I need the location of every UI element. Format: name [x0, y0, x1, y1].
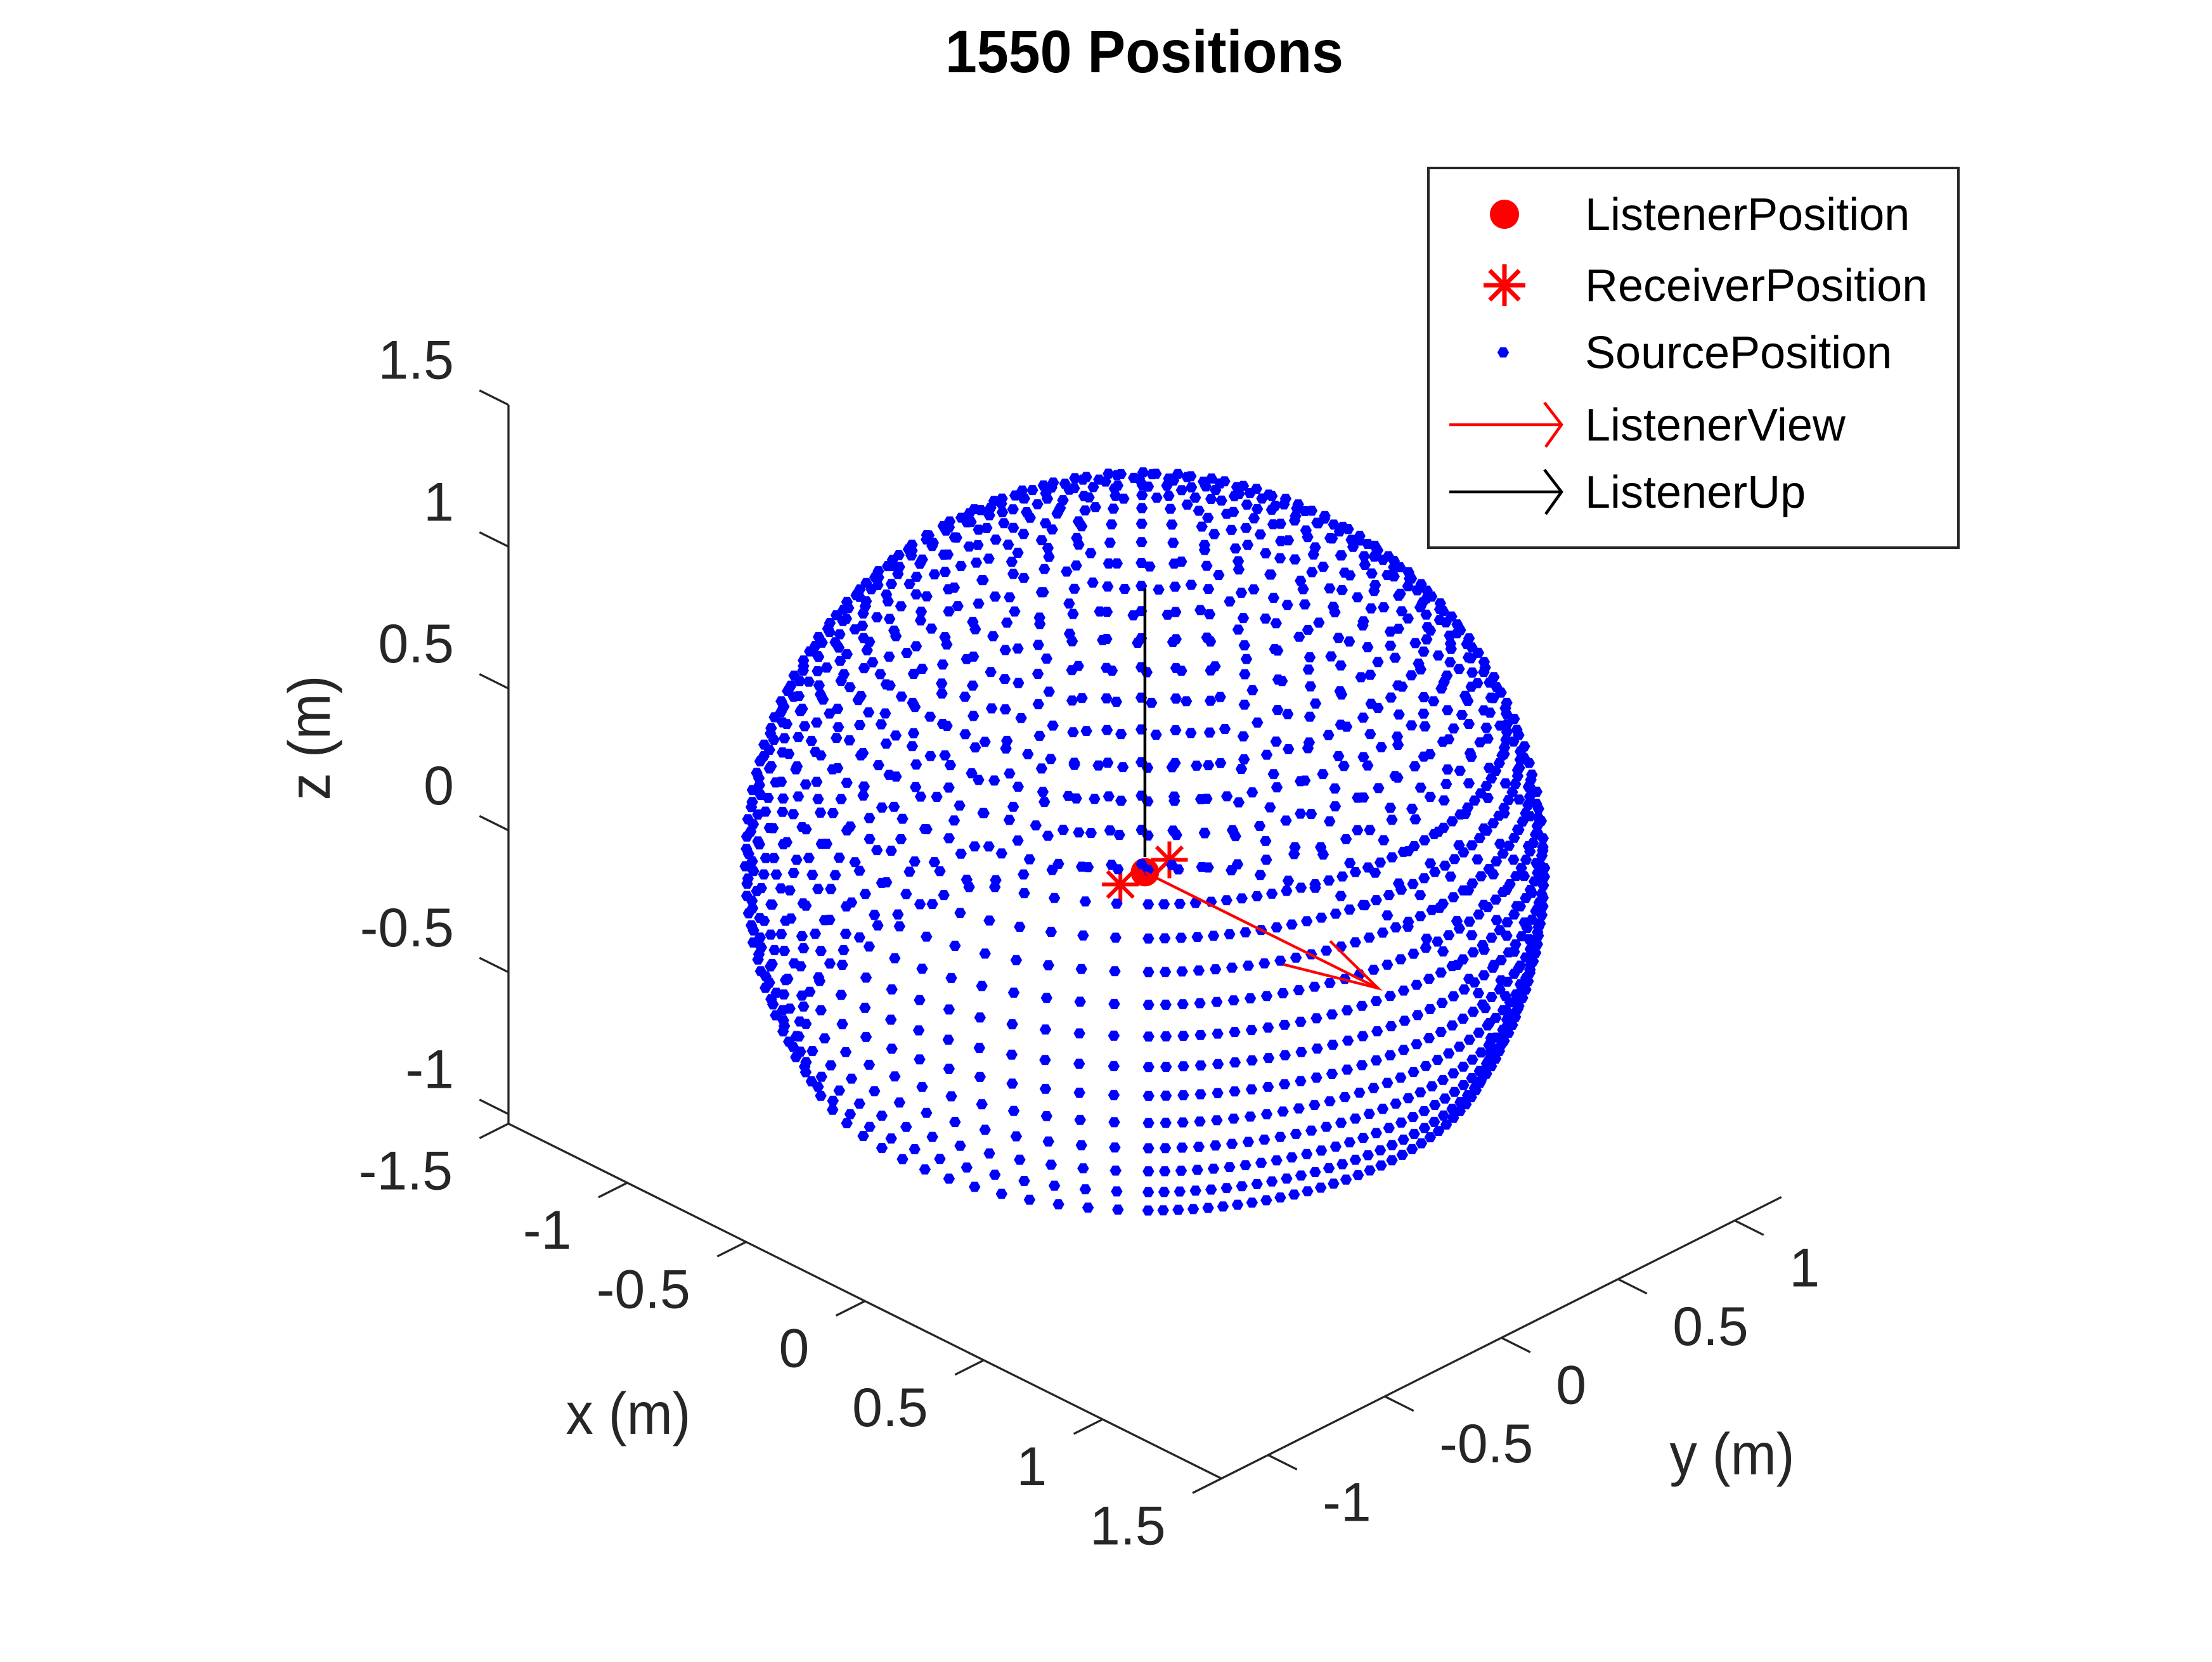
svg-text:-1: -1: [1323, 1472, 1371, 1533]
svg-text:0.5: 0.5: [852, 1377, 928, 1438]
svg-text:0: 0: [424, 756, 454, 816]
svg-text:ListenerPosition: ListenerPosition: [1585, 190, 1910, 240]
svg-text:ListenerUp: ListenerUp: [1585, 467, 1806, 518]
svg-text:1.5: 1.5: [378, 330, 454, 391]
svg-text:-1: -1: [406, 1040, 454, 1100]
svg-text:-1: -1: [523, 1200, 571, 1261]
svg-text:y (m): y (m): [1670, 1421, 1795, 1487]
svg-text:x (m): x (m): [566, 1381, 691, 1446]
svg-text:z (m): z (m): [276, 676, 342, 801]
svg-text:1: 1: [424, 472, 454, 532]
svg-text:0: 0: [1556, 1355, 1586, 1416]
svg-text:ReceiverPosition: ReceiverPosition: [1585, 261, 1927, 311]
svg-text:1: 1: [1789, 1238, 1820, 1299]
svg-text:0: 0: [779, 1318, 809, 1379]
svg-text:SourcePosition: SourcePosition: [1585, 328, 1892, 378]
svg-text:1550 Positions: 1550 Positions: [945, 18, 1343, 86]
svg-text:-0.5: -0.5: [1439, 1414, 1533, 1474]
svg-text:1: 1: [1016, 1436, 1047, 1497]
svg-text:0.5: 0.5: [378, 614, 454, 674]
svg-text:-1.5: -1.5: [359, 1141, 453, 1202]
svg-text:1.5: 1.5: [1090, 1496, 1166, 1557]
svg-text:-0.5: -0.5: [360, 898, 454, 958]
svg-text:ListenerView: ListenerView: [1585, 400, 1846, 451]
svg-text:0.5: 0.5: [1672, 1296, 1749, 1357]
svg-text:-0.5: -0.5: [597, 1259, 690, 1320]
